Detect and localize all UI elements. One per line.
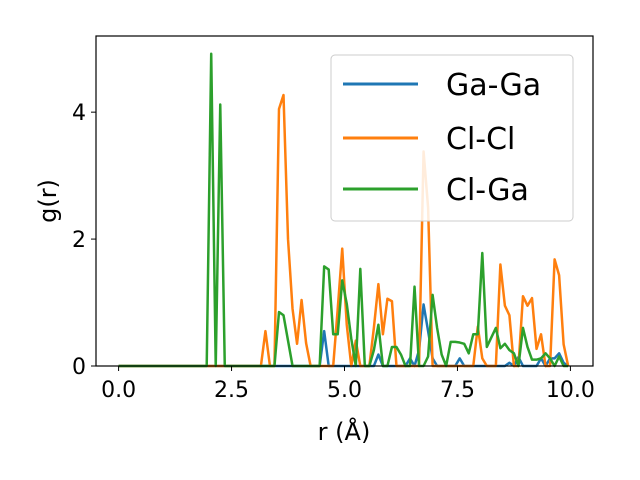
x-tick-label: 7.5	[440, 378, 475, 403]
x-tick-label: 5.0	[327, 378, 362, 403]
y-axis: 0 2 4	[72, 101, 96, 380]
x-tick-label: 10.0	[546, 378, 595, 403]
x-tick-label: 0.0	[101, 378, 136, 403]
legend-label-ga-ga: Ga-Ga	[446, 68, 541, 103]
legend: Ga-Ga Cl-Cl Cl-Ga	[330, 54, 574, 222]
x-axis-label: r (Å)	[318, 417, 371, 446]
x-axis: 0.0 2.5 5.0 7.5 10.0	[101, 366, 595, 403]
y-axis-label: g(r)	[34, 179, 62, 223]
series-line-ga-ga	[118, 303, 569, 368]
legend-label-cl-cl: Cl-Cl	[446, 122, 515, 157]
y-tick-label: 2	[72, 228, 86, 253]
y-tick-label: 4	[72, 101, 86, 126]
legend-label-cl-ga: Cl-Ga	[446, 173, 529, 208]
x-tick-label: 2.5	[214, 378, 249, 403]
legend-box	[330, 54, 574, 222]
y-tick-label: 0	[72, 355, 86, 380]
